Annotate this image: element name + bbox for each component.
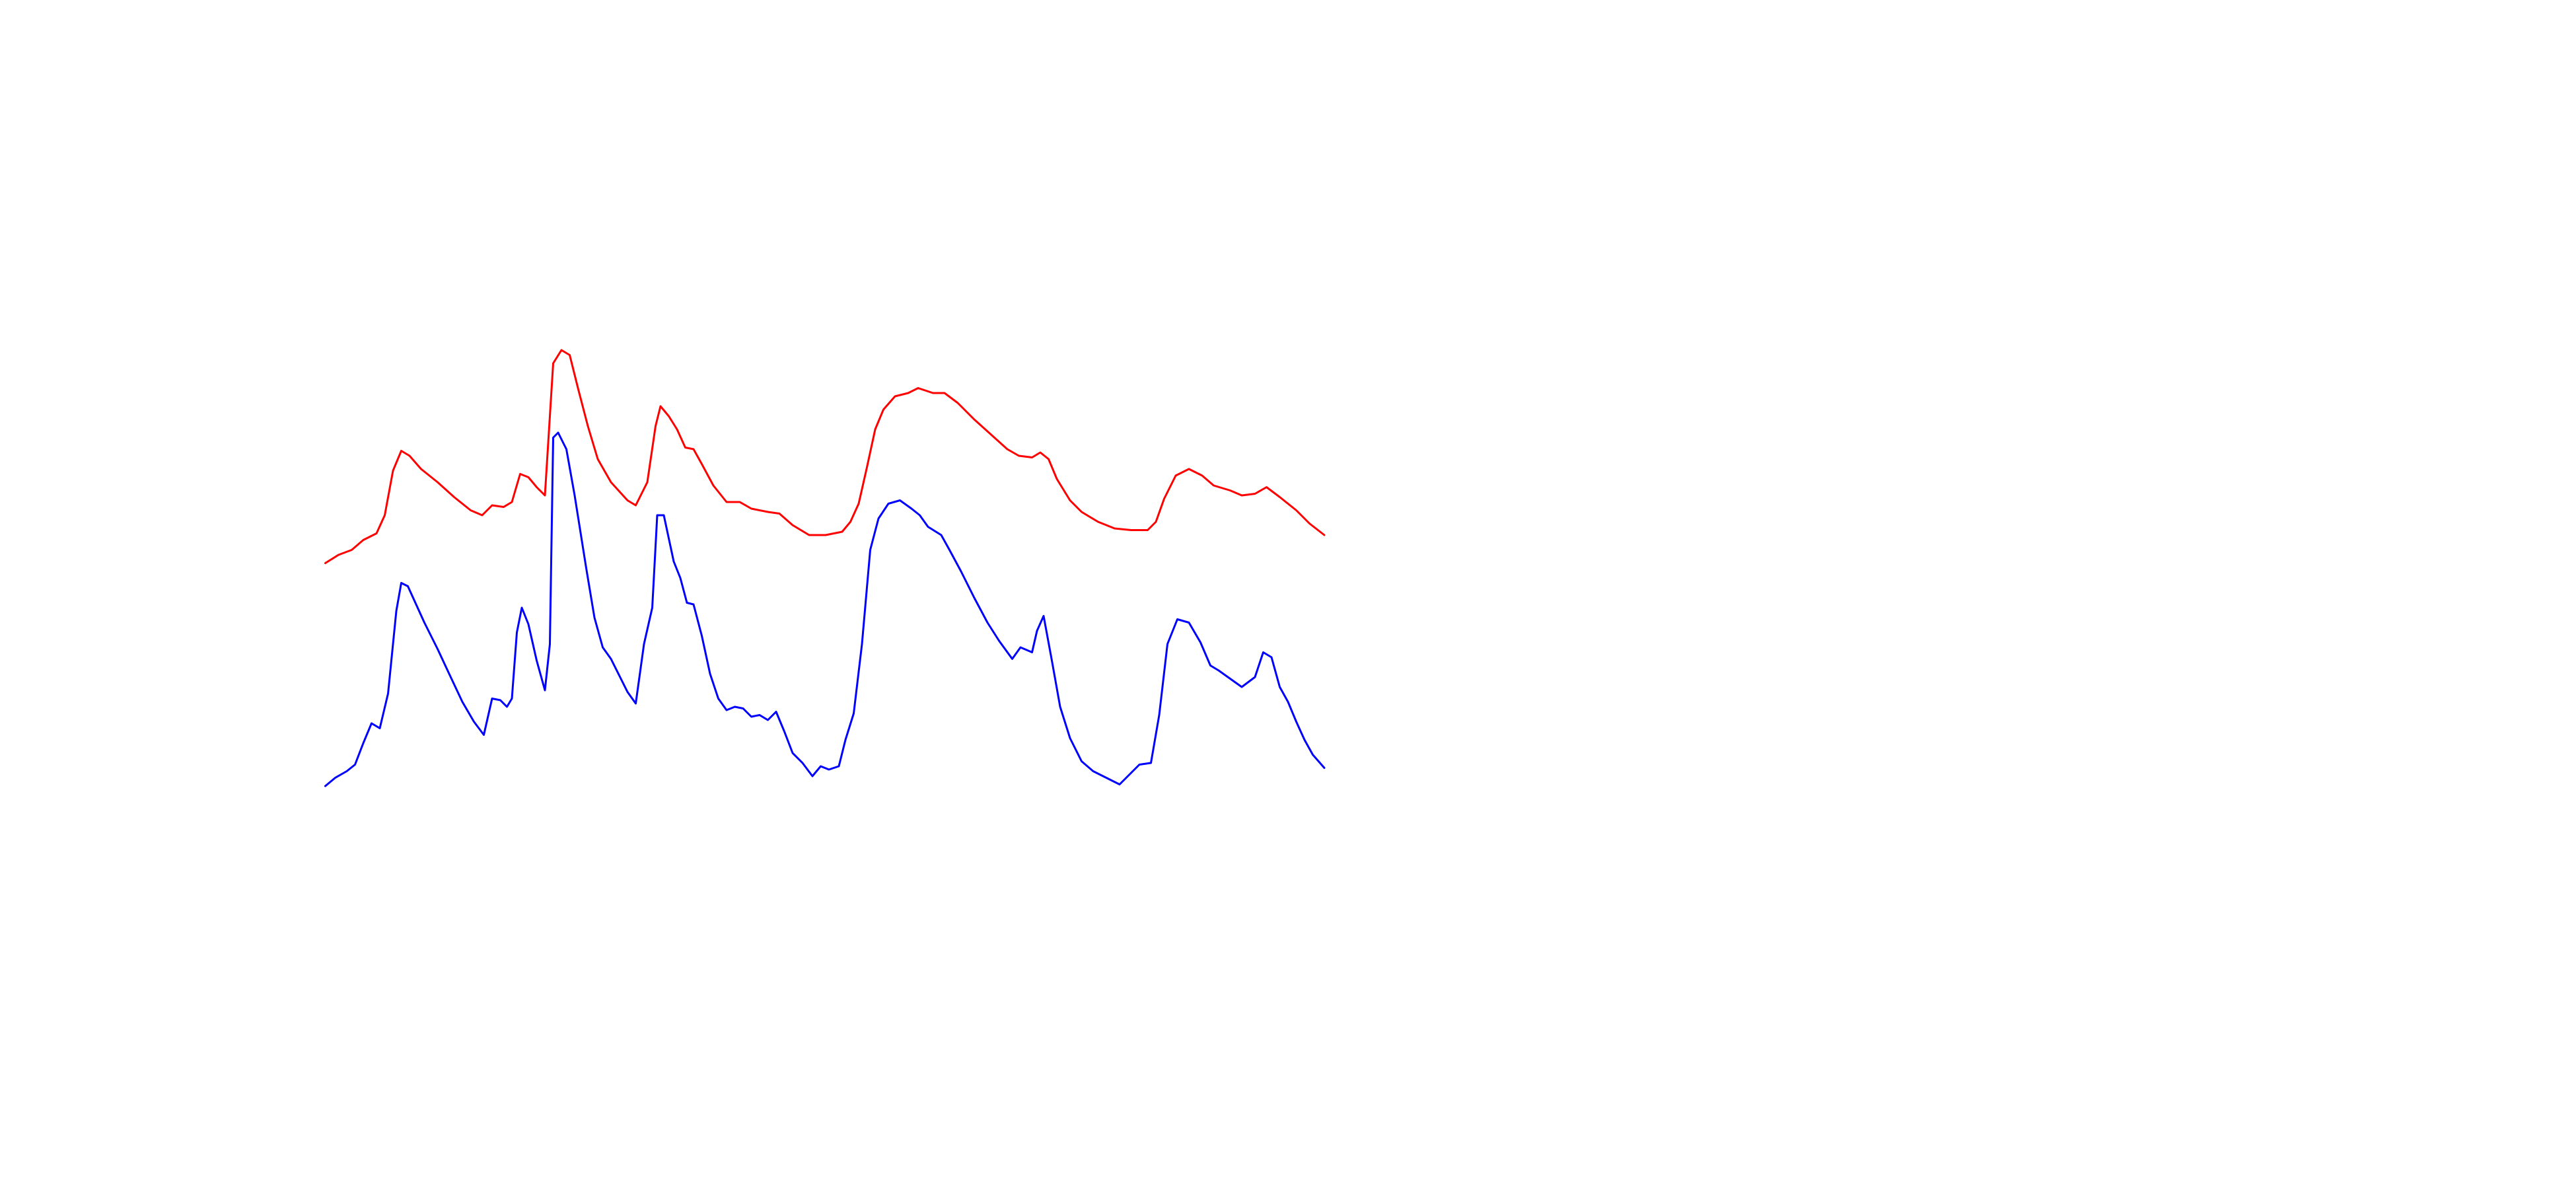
data-line <box>324 349 1326 564</box>
data-line <box>324 431 1326 787</box>
